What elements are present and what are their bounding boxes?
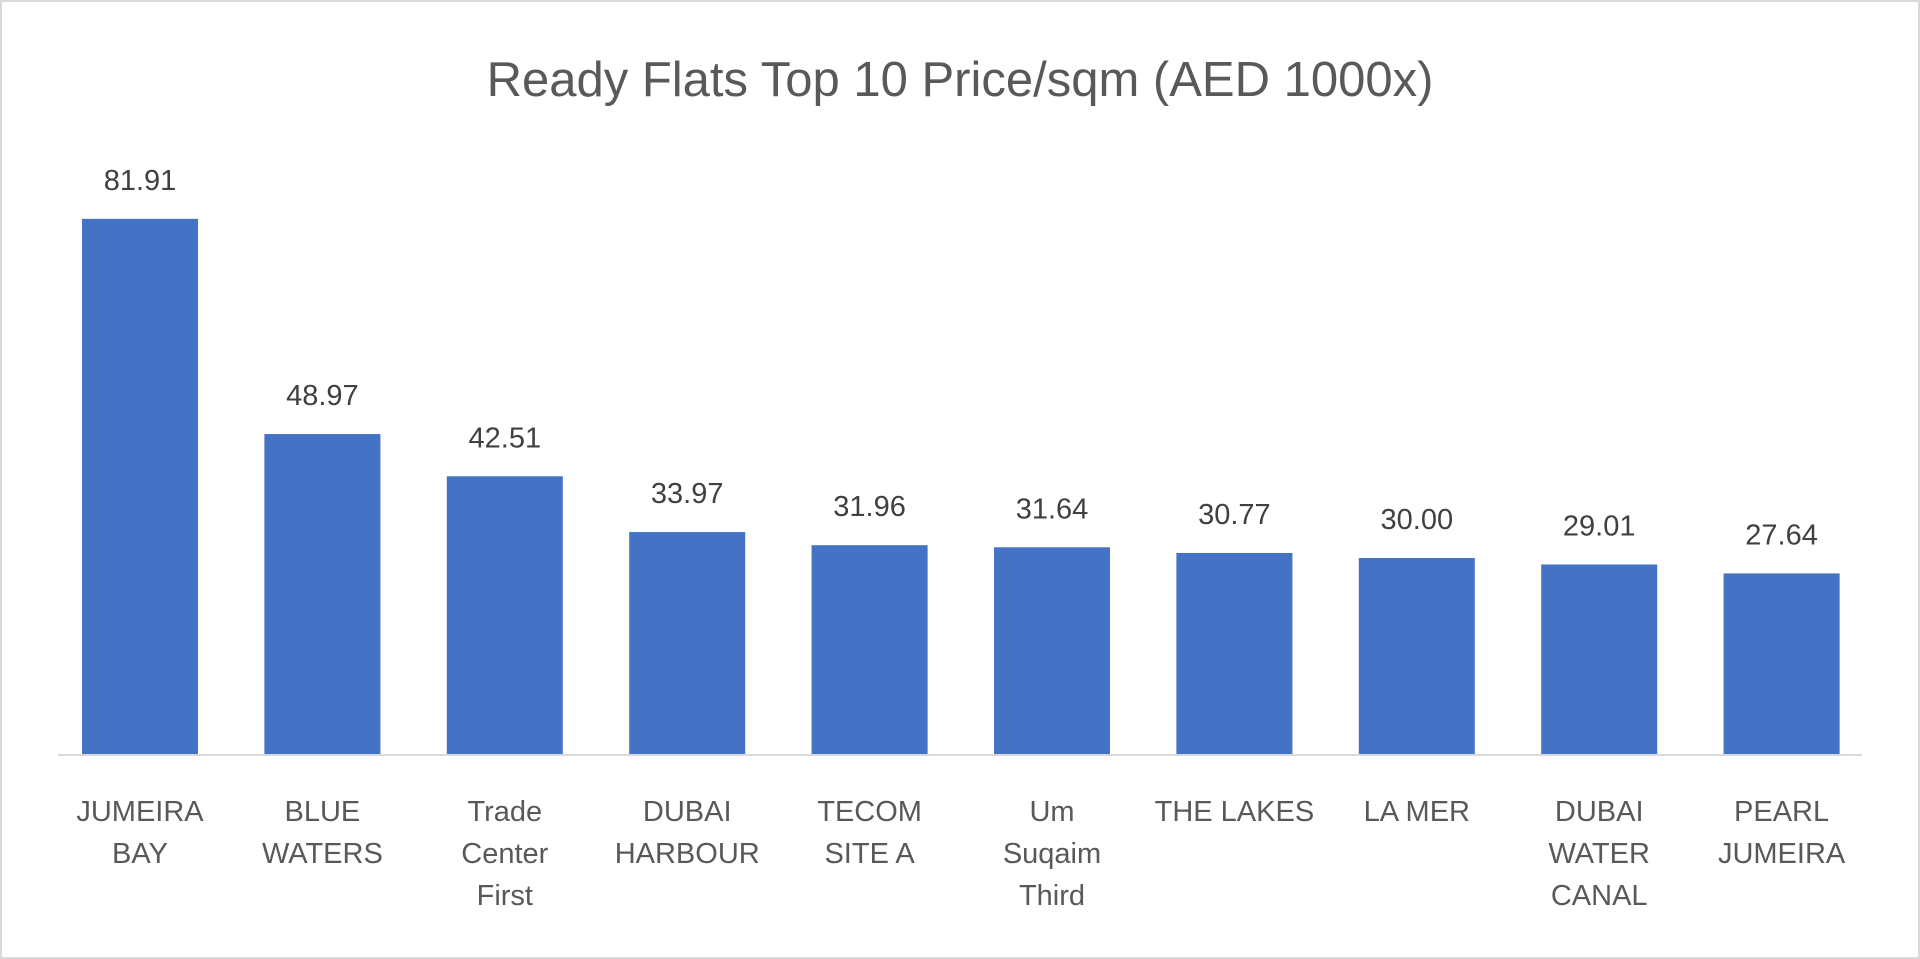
category-tick-label: WATER bbox=[1548, 838, 1650, 870]
category-tick-label: DUBAI bbox=[643, 796, 732, 828]
category-tick-label: Trade bbox=[467, 796, 542, 828]
category-tick-label: JUMEIRA bbox=[76, 796, 204, 828]
data-label: 31.64 bbox=[1016, 493, 1089, 525]
bar bbox=[994, 547, 1110, 754]
category-tick-label: WATERS bbox=[262, 838, 383, 870]
category-tick-label: First bbox=[477, 880, 533, 912]
data-label: 42.51 bbox=[469, 422, 542, 454]
data-label: 33.97 bbox=[651, 478, 724, 510]
category-tick-label: JUMEIRA bbox=[1718, 838, 1846, 870]
bar bbox=[1358, 558, 1475, 754]
category-tick-label: DUBAI bbox=[1555, 796, 1644, 828]
category-tick-label: CANAL bbox=[1551, 880, 1648, 912]
data-label: 27.64 bbox=[1745, 519, 1818, 551]
data-label: 31.96 bbox=[833, 491, 906, 523]
data-label: 81.91 bbox=[104, 165, 177, 197]
category-tick-label: Center bbox=[461, 838, 548, 870]
category-tick-label: BLUE bbox=[285, 796, 361, 828]
bar bbox=[1723, 573, 1840, 754]
bar bbox=[446, 476, 563, 754]
data-label: 30.77 bbox=[1198, 499, 1271, 531]
category-tick-label: HARBOUR bbox=[615, 838, 760, 870]
bar bbox=[629, 532, 746, 754]
category-tick-label: SITE A bbox=[824, 838, 915, 870]
bar bbox=[1176, 552, 1293, 754]
data-label: 30.00 bbox=[1381, 504, 1454, 536]
data-label: 29.01 bbox=[1563, 510, 1636, 542]
bar bbox=[811, 545, 928, 754]
chart-title: Ready Flats Top 10 Price/sqm (AED 1000x) bbox=[487, 53, 1434, 107]
category-tick-label: PEARL bbox=[1734, 796, 1829, 828]
bar bbox=[1541, 564, 1658, 754]
category-tick-label: BAY bbox=[112, 838, 168, 870]
category-tick-label: Um bbox=[1029, 796, 1074, 828]
category-tick-label: Third bbox=[1019, 880, 1085, 912]
category-tick-label: THE LAKES bbox=[1155, 796, 1315, 828]
bar bbox=[82, 218, 198, 754]
category-tick-label: LA MER bbox=[1364, 796, 1470, 828]
category-tick-label: TECOM bbox=[817, 796, 922, 828]
category-tick-label: Suqaim bbox=[1003, 838, 1101, 870]
data-label: 48.97 bbox=[286, 380, 359, 412]
bar bbox=[264, 434, 381, 754]
